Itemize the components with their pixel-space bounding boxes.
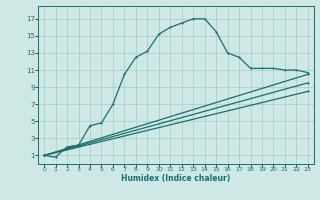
X-axis label: Humidex (Indice chaleur): Humidex (Indice chaleur)	[121, 174, 231, 183]
